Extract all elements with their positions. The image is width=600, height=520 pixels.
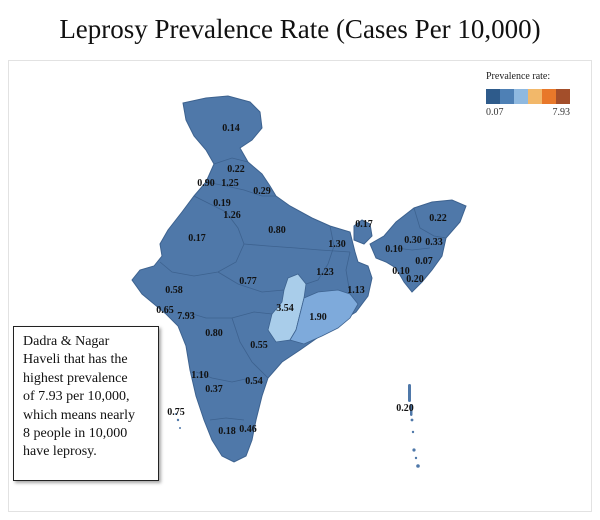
- value-label: 0.80: [205, 328, 223, 339]
- value-label: 1.10: [191, 370, 209, 381]
- value-label: 0.14: [222, 123, 240, 134]
- legend-labels: 0.07 7.93: [486, 107, 570, 118]
- annotation-callout: Dadra & Nagar Haveli that has the highest …: [13, 326, 159, 481]
- value-label: 1.26: [223, 210, 241, 221]
- legend-swatch-4: [528, 89, 542, 104]
- value-labels: 0.14 0.22 0.90 1.25 0.29 0.191.26 0.17 0.80 1.30…: [156, 123, 447, 437]
- value-label: 0.20: [406, 274, 424, 285]
- value-label: 1.25: [221, 178, 239, 189]
- value-label: 0.17: [355, 219, 373, 230]
- region-mainland: [131, 95, 373, 463]
- value-label: 0.18: [218, 426, 236, 437]
- value-label: 0.22: [227, 164, 245, 175]
- value-label: 0.37: [205, 384, 223, 395]
- value-label: 0.29: [253, 186, 271, 197]
- map-shapes: [131, 95, 467, 468]
- value-label: 0.46: [239, 424, 257, 435]
- map-title: Leprosy Prevalence Rate (Cases Per 10,00…: [59, 14, 541, 44]
- annotation-line: highest prevalence: [23, 370, 128, 386]
- value-label: 1.23: [316, 267, 334, 278]
- legend-swatch-5: [542, 89, 556, 104]
- region-sikkim: [353, 219, 373, 245]
- region-northeast: [369, 199, 467, 293]
- value-label: 0.55: [250, 340, 268, 351]
- value-label: 7.93: [177, 311, 195, 322]
- legend: Prevalence rate: 0.07 7.93: [486, 71, 576, 118]
- legend-swatch-3: [514, 89, 528, 104]
- legend-max-label: 7.93: [552, 107, 571, 118]
- value-label: 0.65: [156, 305, 174, 316]
- value-label: 0.75: [167, 407, 185, 418]
- value-label: 3.54: [276, 303, 294, 314]
- legend-min-label: 0.07: [486, 107, 504, 118]
- value-label: 1.90: [309, 312, 327, 323]
- value-label: 0.77: [239, 276, 257, 287]
- value-label: 0.20: [396, 403, 414, 414]
- value-label: 0.54: [245, 376, 263, 387]
- value-label: 0.58: [165, 285, 183, 296]
- legend-swatch-1: [486, 89, 500, 104]
- value-label: 0.22: [429, 213, 447, 224]
- legend-swatch-2: [500, 89, 514, 104]
- legend-swatch-6: [556, 89, 570, 104]
- state-borders: [159, 157, 447, 421]
- annotation-line: Dadra & Nagar: [23, 334, 110, 349]
- annotation-line: 8 people in 10,000: [23, 426, 128, 442]
- value-label: 0.19: [213, 198, 231, 209]
- region-lakshadweep: [175, 413, 181, 429]
- value-label: 0.80: [268, 225, 286, 236]
- value-label: 0.90: [197, 178, 215, 189]
- value-label: 1.30: [328, 239, 346, 250]
- annotation-line: of 7.93 per 10,000,: [23, 389, 130, 405]
- value-label: 0.33: [425, 237, 443, 248]
- value-label: 1.13: [347, 285, 365, 296]
- value-label: 0.30: [404, 235, 422, 246]
- value-label: 0.10: [385, 244, 403, 255]
- annotation-line: which means nearly: [23, 407, 135, 423]
- value-label: 0.17: [188, 233, 206, 244]
- legend-color-scale: [486, 89, 576, 104]
- region-andaman-nicobar: [408, 384, 420, 468]
- region-odisha: [289, 289, 359, 345]
- annotation-line: have leprosy.: [23, 444, 97, 460]
- legend-title: Prevalence rate:: [486, 71, 551, 82]
- value-label: 0.10: [392, 266, 410, 277]
- value-label: 0.07: [415, 256, 433, 267]
- annotation-line: Haveli that has the: [23, 352, 128, 368]
